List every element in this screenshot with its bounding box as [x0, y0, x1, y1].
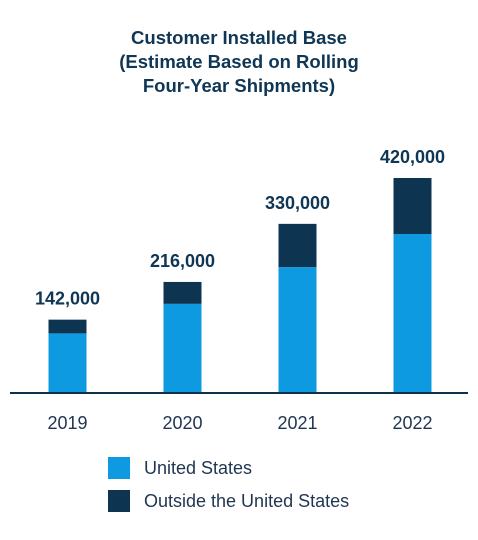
legend-label-outside-united-states: Outside the United States: [144, 490, 350, 511]
legend-label-united-states: United States: [144, 457, 253, 478]
total-label-2020: 216,000: [150, 251, 215, 271]
bar-2020-united-states: [163, 303, 202, 392]
bar-chart: 142,000 2019 216,000 2020 330,000 2021 420,000…: [10, 147, 468, 433]
legend-item-united-states: United States: [108, 456, 349, 480]
chart-title-line-2: (Estimate Based on Rolling: [119, 51, 359, 72]
total-label-2019: 142,000: [35, 289, 100, 309]
x-tick-label-2020: 2020: [162, 413, 202, 433]
chart-title: Customer Installed Base (Estimate Based …: [0, 26, 478, 98]
legend-swatch-outside-united-states: [108, 490, 130, 512]
chart-title-line-1: Customer Installed Base: [131, 27, 347, 48]
x-tick-label-2019: 2019: [47, 413, 87, 433]
legend-swatch-united-states: [108, 457, 130, 479]
chart-title-line-3: Four-Year Shipments): [142, 75, 336, 96]
bar-2020-outside-united-states: [163, 281, 202, 304]
bar-2019-outside-united-states: [48, 319, 87, 334]
bar-2022-outside-united-states: [393, 178, 432, 235]
bar-2021-outside-united-states: [278, 223, 317, 268]
total-label-2022: 420,000: [380, 147, 445, 167]
legend-item-outside-united-states: Outside the United States: [108, 489, 349, 513]
bar-2022-united-states: [393, 234, 432, 392]
x-tick-label-2022: 2022: [392, 413, 432, 433]
bar-2021-united-states: [278, 267, 317, 392]
x-tick-label-2021: 2021: [277, 413, 317, 433]
total-label-2021: 330,000: [265, 193, 330, 213]
bar-2019-united-states: [48, 333, 87, 392]
legend: United States Outside the United States: [108, 456, 349, 522]
